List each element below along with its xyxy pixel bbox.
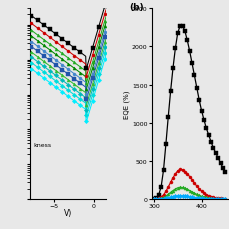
X-axis label: V): V) (63, 208, 72, 217)
Y-axis label: EQE (%): EQE (%) (123, 90, 130, 118)
Text: (b): (b) (128, 3, 143, 12)
Text: kness: kness (34, 142, 52, 147)
